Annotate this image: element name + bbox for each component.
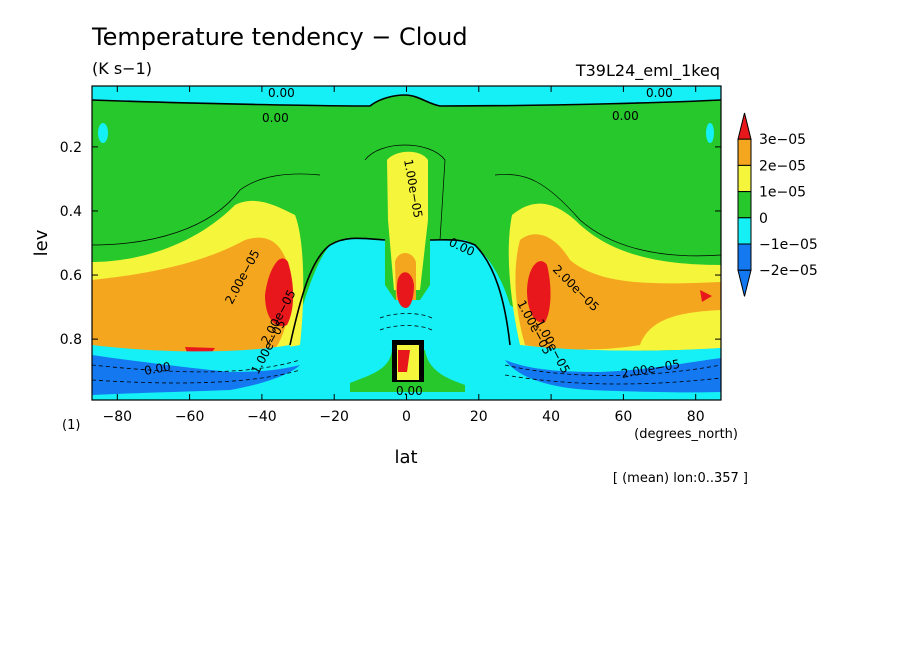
x-axis-label: lat: [394, 447, 417, 468]
footnote: [ (mean) lon:0..357 ]: [613, 471, 748, 486]
x-tick-label: −80: [103, 409, 133, 425]
contour-label: 0.00: [396, 384, 423, 398]
cyan-speck-east: [706, 123, 714, 143]
region-nh-orange: [515, 234, 721, 350]
colorbar-label: 2e−05: [759, 158, 806, 174]
x-tick-label: −40: [247, 409, 277, 425]
x-tick-label: 80: [687, 409, 705, 425]
colorbar-label: 3e−05: [759, 132, 806, 148]
colorbar-segment: [737, 164, 752, 193]
contour-zero-sh: [289, 237, 386, 346]
y-tick-label: 0.4: [60, 204, 82, 220]
y-axis-label: lev: [31, 229, 52, 256]
contour-label: 0.00: [143, 360, 172, 378]
y-axis-units: (1): [62, 418, 80, 433]
colorbar-segment: [737, 191, 752, 219]
contour-zero-nh: [429, 238, 511, 346]
experiment-label: T39L24_eml_1keq: [575, 61, 720, 81]
y-axis: 0.2 0.4 0.6 0.8: [60, 140, 721, 348]
contour-label: 0.00: [262, 111, 289, 125]
x-tick-label: 20: [470, 409, 488, 425]
colorbar: 3e−05 2e−05 1e−05 0 −1e−05 −2e−05: [737, 112, 818, 297]
contour-label: 0.00: [612, 109, 639, 123]
contour-zero-upper: [92, 94, 721, 107]
x-tick-label: −20: [319, 409, 349, 425]
y-tick-label: 0.2: [60, 140, 82, 156]
cyan-speck-west: [98, 123, 108, 143]
colorbar-top-triangle: [737, 112, 752, 140]
region-upper-negative: [92, 86, 721, 106]
contour-lines: [92, 94, 721, 385]
x-tick-label: 60: [614, 409, 632, 425]
contour-thin-sh: [92, 173, 321, 246]
colorbar-segment: [737, 138, 752, 166]
colorbar-segment: [737, 217, 752, 245]
contour-dashed-eq: [379, 313, 433, 331]
contour-field: [92, 86, 721, 400]
region-eq-yellow: [387, 151, 428, 290]
colorbar-label: −1e−05: [759, 237, 818, 253]
contour-thin-nh: [494, 174, 721, 257]
colorbar-label: 0: [759, 211, 768, 227]
x-tick-label: 0: [402, 409, 411, 425]
contour-eq-outer: [364, 144, 446, 241]
contour-dashed-nh: [504, 364, 721, 385]
region-sh-orange-west: [92, 282, 150, 312]
contour-dashed-sh: [92, 359, 301, 384]
colorbar-label: −2e−05: [759, 263, 818, 279]
chart-title: Temperature tendency − Cloud: [91, 23, 468, 51]
region-nh-red: [527, 261, 551, 323]
x-tick-label: 40: [542, 409, 560, 425]
colorbar-segment: [737, 243, 752, 271]
region-eq-low-red: [398, 350, 410, 372]
colorbar-label: 1e−05: [759, 185, 806, 201]
region-eq-red: [396, 272, 414, 308]
region-sh-low-blue: [92, 355, 300, 395]
region-sh-orange: [92, 237, 291, 357]
chart-units: (K s−1): [92, 59, 152, 78]
contour-label: 0.00: [646, 86, 673, 100]
x-axis: −80 −60 −40 −20 0 20 40 60 80: [103, 86, 705, 425]
x-tick-label: −60: [175, 409, 205, 425]
colorbar-bottom-triangle: [737, 269, 752, 297]
x-axis-units: (degrees_north): [634, 427, 738, 442]
region-sh-red: [265, 258, 294, 327]
y-tick-label: 0.8: [60, 332, 82, 348]
region-nh-red-east: [700, 290, 712, 302]
y-tick-label: 0.6: [60, 268, 82, 284]
contour-label: 0.00: [268, 86, 295, 100]
